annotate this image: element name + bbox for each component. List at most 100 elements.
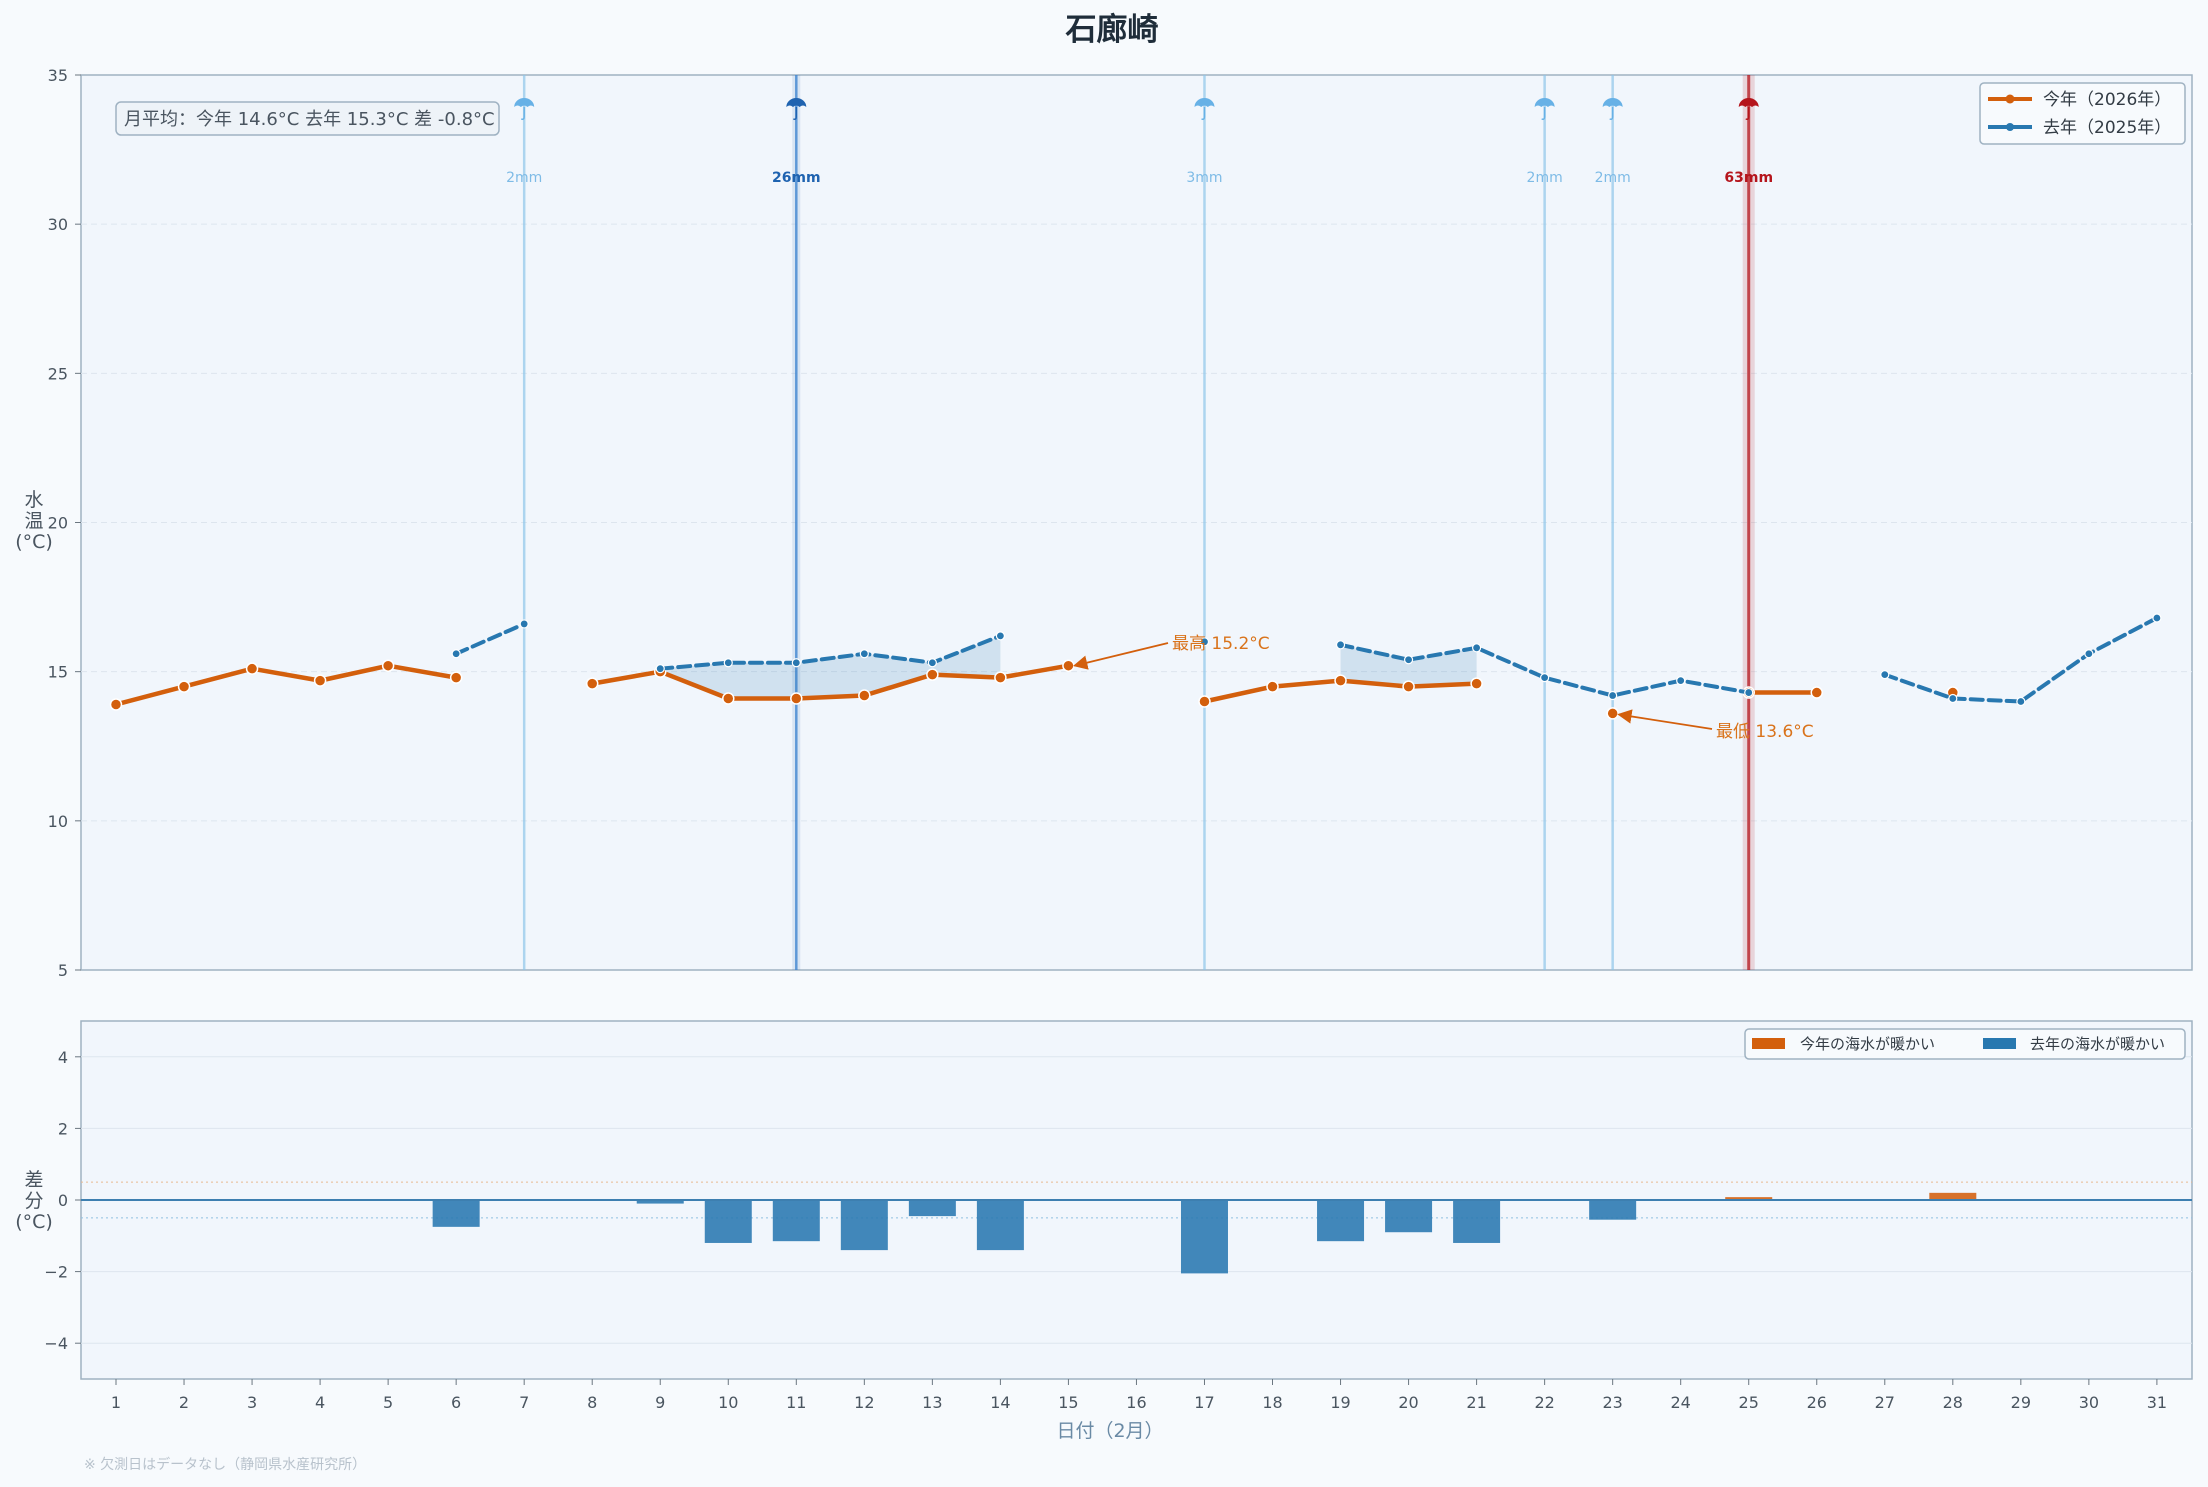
point-this-year [109, 698, 123, 711]
rain-amount-label: 2mm [1527, 170, 1563, 186]
difference-bar [1929, 1192, 1977, 1200]
difference-bar [976, 1200, 1024, 1251]
point-this-year [585, 677, 599, 690]
difference-bar [1180, 1200, 1228, 1274]
difference-y-tick-label: 2 [58, 1119, 68, 1138]
difference-bar [772, 1200, 820, 1242]
x-tick-label: 14 [990, 1393, 1010, 1412]
difference-bar [1453, 1200, 1501, 1243]
point-last-year [859, 649, 869, 659]
point-last-year [927, 658, 937, 668]
difference-y-tick-label: 4 [58, 1048, 68, 1067]
point-this-year [790, 692, 803, 705]
point-last-year [1403, 655, 1414, 665]
line-last-year [1882, 615, 2159, 704]
difference-y-tick-label: 0 [58, 1191, 68, 1210]
annotation-max: 最高 15.2°C [1073, 634, 1270, 670]
point-this-year [245, 662, 259, 675]
annotation-min: 最低 13.6°C [1617, 709, 1814, 742]
point-this-year [1334, 674, 1347, 687]
x-tick-label: 6 [451, 1393, 461, 1412]
rain-marker: 2mm [506, 75, 542, 970]
umbrella-icon [1534, 98, 1555, 120]
x-tick-label: 8 [587, 1393, 597, 1412]
rain-markers: 2mm 26mm 3mm 2mm 2mm 63mm [506, 75, 1773, 970]
point-last-year [995, 631, 1005, 641]
legend-label-last-year: 去年（2025年） [2043, 118, 2171, 138]
point-this-year [1606, 707, 1619, 720]
temperature-lines [109, 613, 2162, 720]
umbrella-icon [1602, 98, 1623, 120]
x-tick-label: 18 [1262, 1393, 1282, 1412]
series-last-year [451, 613, 2162, 707]
line-last-year [658, 633, 1003, 671]
main-y-tick-label: 10 [48, 812, 68, 831]
point-last-year [2152, 613, 2162, 623]
point-this-year [449, 671, 463, 684]
x-tick-label: 21 [1466, 1393, 1486, 1412]
rain-amount-label: 2mm [1595, 170, 1631, 186]
point-this-year [177, 680, 191, 693]
x-tick-label: 13 [922, 1393, 942, 1412]
point-this-year [926, 668, 939, 681]
point-last-year [1608, 690, 1618, 701]
main-y-axis-label: 水温(°C) [15, 489, 53, 553]
rain-amount-label: 2mm [506, 170, 542, 186]
point-last-year [2084, 649, 2094, 659]
x-tick-label: 9 [655, 1393, 665, 1412]
x-tick-label: 27 [1875, 1393, 1895, 1412]
point-last-year [1744, 687, 1754, 698]
difference-legend: 今年の海水が暖かい 去年の海水が暖かい [1744, 1028, 2186, 1060]
difference-bar [840, 1200, 888, 1251]
x-tick-label: 11 [786, 1393, 806, 1412]
point-last-year [791, 658, 801, 668]
x-tick-label: 20 [1398, 1393, 1418, 1412]
umbrella-icon [1194, 98, 1215, 120]
summary-box-frame [115, 101, 500, 136]
main-y-tick-label: 15 [48, 663, 68, 682]
main-y-tick-label: 25 [48, 364, 68, 383]
main-y-tick-label: 5 [58, 961, 68, 980]
x-tick-label: 10 [718, 1393, 738, 1412]
point-this-year [858, 689, 871, 702]
rain-marker: 2mm [1527, 75, 1563, 970]
line-last-year [454, 621, 527, 656]
difference-bar [1317, 1200, 1365, 1242]
x-axis-label: 日付（2月） [1056, 1420, 1163, 1442]
legend-marker-last-year [2006, 123, 2014, 131]
difference-bar [636, 1200, 684, 1204]
x-tick-label: 16 [1126, 1393, 1146, 1412]
x-tick-label: 17 [1194, 1393, 1214, 1412]
annotation-arrow [1617, 709, 1713, 730]
point-last-year [1471, 643, 1482, 653]
x-tick-label: 31 [2147, 1393, 2167, 1412]
difference-bars [81, 1192, 2192, 1274]
difference-legend-frame [1744, 1028, 2186, 1060]
rain-marker: 63mm [1724, 75, 1773, 970]
umbrella-icon [1738, 98, 1759, 120]
annotation-arrow [1073, 642, 1169, 670]
legend-label-this-year: 今年（2026年） [2043, 90, 2171, 110]
x-tick-label: 7 [519, 1393, 529, 1412]
x-tick-label: 26 [1807, 1393, 1827, 1412]
difference-bar [1725, 1197, 1773, 1200]
rain-amount-label: 63mm [1724, 170, 1773, 186]
legend-label-this-year-warmer: 今年の海水が暖かい [1800, 1035, 1935, 1053]
difference-bar [908, 1200, 956, 1217]
difference-y-tick-label: −2 [44, 1263, 68, 1282]
point-last-year [1676, 676, 1686, 686]
point-last-year [451, 649, 461, 659]
rain-amount-label: 26mm [772, 170, 821, 186]
difference-fill [660, 635, 1477, 699]
rain-marker: 26mm [772, 75, 821, 970]
point-last-year [519, 619, 529, 629]
difference-y-ticks: −4 −2 0 2 4 [44, 1048, 81, 1353]
point-this-year [1470, 677, 1483, 690]
footnote: ※ 欠測日はデータなし（静岡県水産研究所） [84, 1456, 366, 1473]
point-last-year [1540, 673, 1550, 683]
line-this-year [113, 663, 459, 707]
line-this-year [589, 663, 1071, 701]
point-this-year [1402, 680, 1415, 693]
chart-title: 石廊崎 [1065, 12, 1159, 48]
x-ticks: 1 2 3 4 5 6 7 8 9 10 11 12 13 14 15 16 17 18 19 20 21 22 23 24 2… [111, 1379, 2167, 1412]
